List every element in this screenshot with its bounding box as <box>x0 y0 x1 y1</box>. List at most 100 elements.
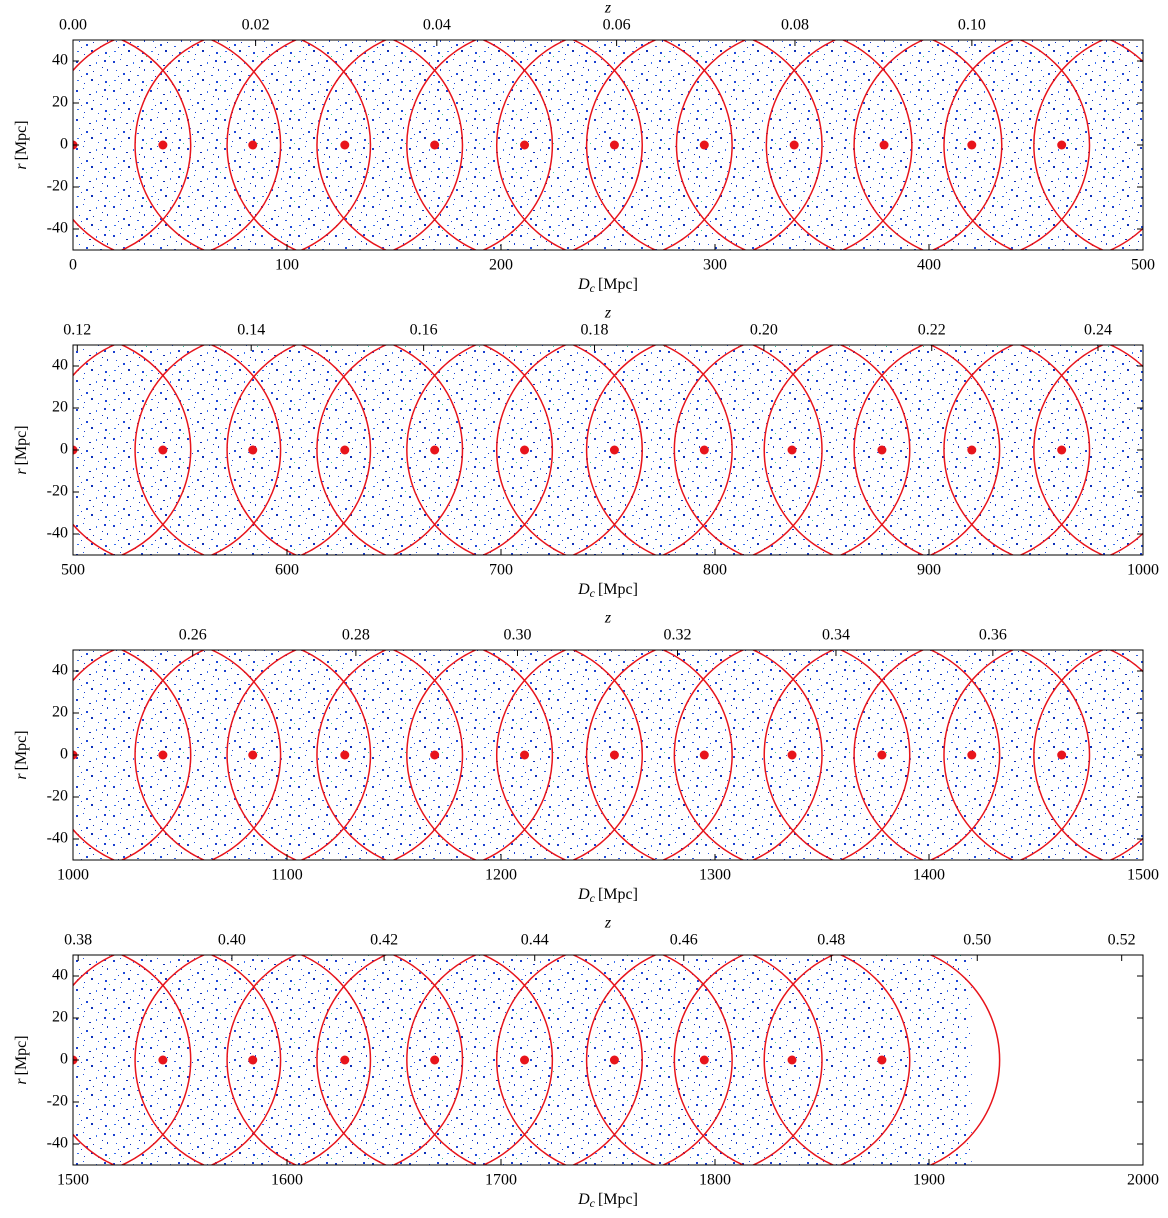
center-point <box>788 751 797 760</box>
center-point <box>700 446 709 455</box>
figure: -40-200204001002003004005000.000.020.040… <box>0 0 1168 1213</box>
x-tick-label: 1000 <box>57 867 89 884</box>
z-axis-label: z <box>604 305 612 322</box>
y-tick-label: 20 <box>52 94 68 111</box>
y-label-symbol: r <box>13 1078 30 1085</box>
center-point <box>877 1056 886 1065</box>
x-axis-label: Dc[Mpc] <box>577 276 638 295</box>
y-tick-label: 40 <box>52 967 68 984</box>
y-label-symbol: r <box>13 468 30 475</box>
x-tick-label: 100 <box>275 257 299 274</box>
x-label-symbol: D <box>577 1191 590 1208</box>
center-point <box>430 1056 439 1065</box>
center-point <box>520 141 529 150</box>
z-tick-label: 0.52 <box>1108 932 1136 949</box>
x-label-subscript: c <box>590 1196 596 1210</box>
center-point <box>158 1056 167 1065</box>
center-point <box>158 446 167 455</box>
center-point <box>700 1056 709 1065</box>
x-axis-label: Dc[Mpc] <box>577 886 638 905</box>
center-point <box>340 141 349 150</box>
center-point <box>248 446 257 455</box>
z-tick-label: 0.44 <box>521 932 549 949</box>
center-point <box>520 751 529 760</box>
density-field <box>73 345 1143 555</box>
y-tick-label: -20 <box>47 178 68 195</box>
z-tick-label: 0.24 <box>1084 322 1112 339</box>
x-tick-label: 1300 <box>699 867 731 884</box>
y-tick-label: 20 <box>52 1009 68 1026</box>
x-tick-label: 1500 <box>57 1172 89 1189</box>
x-tick-label: 1500 <box>1127 867 1159 884</box>
y-tick-label: 40 <box>52 357 68 374</box>
z-tick-label: 0.02 <box>242 17 270 34</box>
z-tick-label: 0.10 <box>958 17 986 34</box>
z-tick-label: 0.22 <box>918 322 946 339</box>
center-point <box>158 751 167 760</box>
center-point <box>610 751 619 760</box>
z-tick-label: 0.12 <box>63 322 91 339</box>
x-tick-label: 1600 <box>271 1172 303 1189</box>
z-tick-label: 0.04 <box>423 17 451 34</box>
y-tick-label: -20 <box>47 1093 68 1110</box>
center-point <box>520 446 529 455</box>
z-tick-label: 0.16 <box>410 322 438 339</box>
center-point <box>610 141 619 150</box>
center-point <box>430 751 439 760</box>
center-point <box>1057 751 1066 760</box>
x-tick-label: 0 <box>69 257 77 274</box>
center-point <box>1147 446 1156 455</box>
x-tick-label: 400 <box>917 257 941 274</box>
z-tick-label: 0.32 <box>664 627 692 644</box>
x-label-subscript: c <box>590 281 596 295</box>
center-point <box>788 446 797 455</box>
x-tick-label: 1700 <box>485 1172 517 1189</box>
x-tick-label: 800 <box>703 562 727 579</box>
z-tick-label: 0.08 <box>781 17 809 34</box>
center-point <box>430 446 439 455</box>
y-tick-label: -40 <box>47 525 68 542</box>
center-point <box>520 1056 529 1065</box>
z-tick-label: 0.34 <box>822 627 850 644</box>
center-point <box>1057 141 1066 150</box>
center-point <box>248 141 257 150</box>
y-tick-label: -40 <box>47 1135 68 1152</box>
y-tick-label: 20 <box>52 399 68 416</box>
y-tick-label: -20 <box>47 483 68 500</box>
x-axis-label: Dc[Mpc] <box>577 581 638 600</box>
x-label-unit: [Mpc] <box>598 886 638 903</box>
x-tick-label: 1800 <box>699 1172 731 1189</box>
y-label-unit: [Mpc] <box>13 1035 30 1075</box>
x-tick-label: 300 <box>703 257 727 274</box>
y-tick-label: -40 <box>47 220 68 237</box>
x-tick-label: 1000 <box>1127 562 1159 579</box>
x-tick-label: 500 <box>61 562 85 579</box>
density-field <box>73 650 1143 860</box>
y-axis-label: r[Mpc] <box>13 730 30 779</box>
x-label-symbol: D <box>577 276 590 293</box>
y-tick-label: 0 <box>60 746 68 763</box>
z-tick-label: 0.06 <box>603 17 631 34</box>
z-tick-label: 0.28 <box>342 627 370 644</box>
x-label-subscript: c <box>590 586 596 600</box>
center-point <box>340 446 349 455</box>
center-point <box>1147 751 1156 760</box>
x-tick-label: 600 <box>275 562 299 579</box>
center-point <box>610 1056 619 1065</box>
center-point <box>340 1056 349 1065</box>
center-point <box>880 141 889 150</box>
center-point <box>1057 446 1066 455</box>
x-tick-label: 700 <box>489 562 513 579</box>
center-point <box>967 751 976 760</box>
x-tick-label: 1900 <box>913 1172 945 1189</box>
x-tick-label: 200 <box>489 257 513 274</box>
z-tick-label: 0.42 <box>370 932 398 949</box>
y-tick-label: 0 <box>60 136 68 153</box>
x-label-subscript: c <box>590 891 596 905</box>
center-point <box>877 446 886 455</box>
z-tick-label: 0.14 <box>237 322 265 339</box>
x-tick-label: 1100 <box>271 867 302 884</box>
y-tick-label: 0 <box>60 441 68 458</box>
